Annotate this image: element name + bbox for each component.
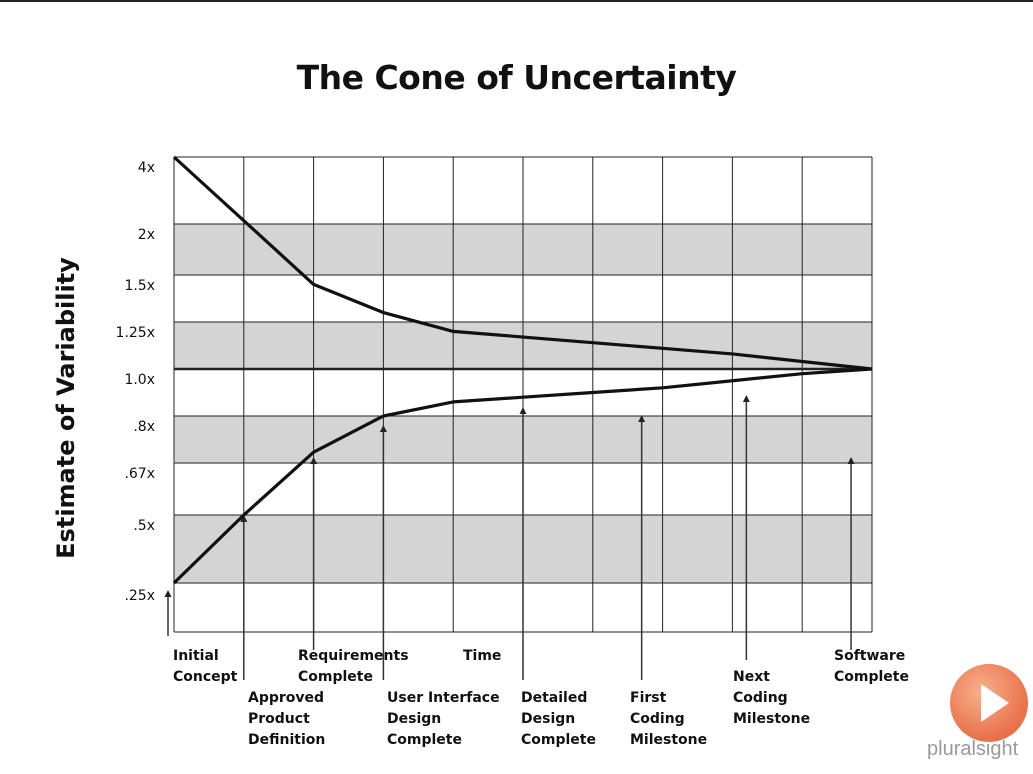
y-tick-label: 1.0x	[124, 372, 155, 388]
chart-title: The Cone of Uncertainty	[296, 58, 737, 97]
stage-label: First Coding Milestone	[630, 690, 708, 748]
y-tick-label: 4x	[137, 160, 155, 176]
stage-arrow	[847, 457, 855, 650]
stage-arrow	[310, 457, 318, 650]
stage-arrow	[638, 415, 646, 680]
upper-bound-line	[172, 155, 873, 371]
stage-label: Requirements Complete	[298, 648, 409, 685]
lower-bound-line	[172, 367, 873, 585]
y-tick-label: 1.25x	[115, 325, 155, 341]
logo-text: pluralsight	[927, 738, 1019, 760]
stage-label: Software Complete	[834, 648, 909, 685]
y-tick-label: 2x	[137, 227, 155, 243]
stage-arrow	[742, 395, 750, 660]
y-tick-label: .8x	[133, 419, 155, 435]
stage-arrow	[519, 407, 527, 680]
play-icon	[981, 684, 1009, 722]
x-axis-label: Time	[463, 648, 502, 664]
y-tick-label: 1.5x	[124, 278, 155, 294]
top-border	[0, 0, 1033, 2]
pluralsight-logo[interactable]: pluralsight	[923, 664, 1033, 774]
y-tick-label: .5x	[133, 518, 155, 534]
y-tick-label: .25x	[124, 588, 155, 604]
stage-arrow	[164, 590, 172, 636]
stage-arrow	[240, 515, 248, 680]
stage-label: Next Coding Milestone	[733, 669, 811, 727]
stage-label: User Interface Design Complete	[387, 690, 500, 748]
stage-label: Initial Concept	[173, 648, 238, 685]
y-tick-label: .67x	[124, 466, 155, 482]
stage-label: Approved Product Definition	[248, 690, 326, 748]
stage-arrow	[379, 425, 387, 680]
stage-label: Detailed Design Complete	[521, 690, 596, 748]
